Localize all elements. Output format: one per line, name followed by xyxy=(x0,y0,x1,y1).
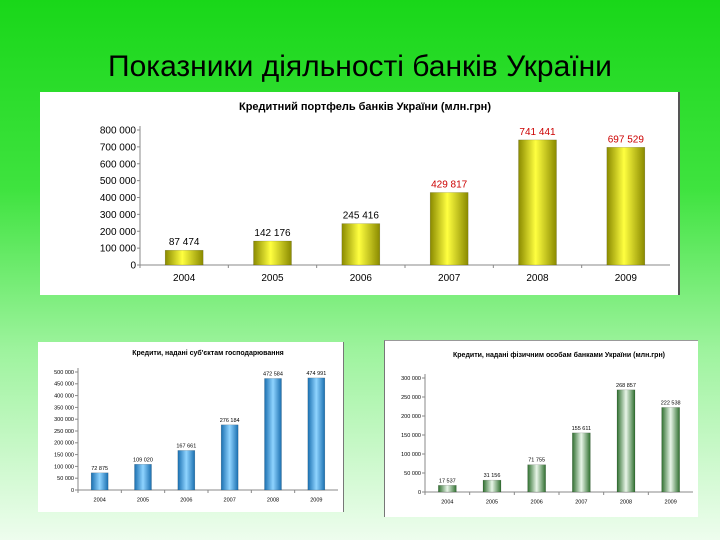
category-label: 2009 xyxy=(615,273,638,284)
data-label: 472 584 xyxy=(263,371,283,377)
data-label: 474 991 xyxy=(306,371,326,377)
data-label: 87 474 xyxy=(169,237,200,248)
data-label: 245 416 xyxy=(343,211,380,222)
category-label: 2004 xyxy=(94,498,106,504)
category-label: 2006 xyxy=(180,498,192,504)
bar xyxy=(307,377,326,491)
bar xyxy=(90,472,109,491)
bar xyxy=(429,192,469,266)
data-label: 17 537 xyxy=(439,478,456,484)
data-label: 167 661 xyxy=(176,443,196,449)
y-tick-label: 300 000 xyxy=(54,417,74,423)
bar xyxy=(264,378,282,491)
y-tick-label: 250 000 xyxy=(401,395,421,401)
y-tick-label: 50 000 xyxy=(57,476,74,482)
data-label: 222 538 xyxy=(661,400,681,406)
category-label: 2007 xyxy=(224,498,236,504)
chart-title: Кредити, надані фізичним особам банками … xyxy=(453,351,665,359)
data-label: 142 176 xyxy=(254,228,291,239)
right-chart-panel: Кредити, надані фізичним особам банками … xyxy=(384,340,698,517)
category-label: 2005 xyxy=(486,500,498,506)
category-label: 2008 xyxy=(526,273,549,284)
y-tick-label: 0 xyxy=(418,490,421,496)
category-label: 2006 xyxy=(531,500,543,506)
data-label: 697 529 xyxy=(608,134,645,145)
category-label: 2005 xyxy=(137,498,149,504)
data-label: 741 441 xyxy=(519,127,556,138)
bar xyxy=(220,424,239,491)
data-label: 268 857 xyxy=(616,383,636,389)
data-label: 429 817 xyxy=(431,179,468,190)
y-tick-label: 50 000 xyxy=(404,471,421,477)
bar xyxy=(177,450,196,491)
y-tick-label: 0 xyxy=(130,261,136,272)
slide-title: Показники діяльності банків України xyxy=(108,50,612,83)
bar xyxy=(164,249,204,266)
y-tick-label: 200 000 xyxy=(100,227,137,238)
y-tick-label: 500 000 xyxy=(54,370,74,376)
bar xyxy=(527,464,546,493)
y-tick-label: 400 000 xyxy=(54,394,74,400)
y-tick-label: 100 000 xyxy=(100,244,137,255)
bar xyxy=(572,432,591,493)
bar xyxy=(616,389,636,493)
bar xyxy=(341,223,381,266)
category-label: 2009 xyxy=(665,500,677,506)
category-label: 2004 xyxy=(173,273,196,284)
y-tick-label: 350 000 xyxy=(54,405,74,411)
chart-title: Кредити, надані суб'єктам господарювання xyxy=(132,349,284,357)
bar xyxy=(606,147,646,266)
category-label: 2009 xyxy=(310,498,322,504)
data-label: 31 156 xyxy=(484,473,501,479)
y-tick-label: 800 000 xyxy=(100,126,137,137)
business-credits-chart: Кредити, надані суб'єктам господарювання… xyxy=(54,349,338,504)
y-tick-label: 100 000 xyxy=(401,452,421,458)
category-label: 2008 xyxy=(620,500,632,506)
main-chart-panel: Кредитний портфель банків України (млн.г… xyxy=(40,92,680,295)
y-tick-label: 300 000 xyxy=(100,210,137,221)
y-tick-label: 200 000 xyxy=(54,441,74,447)
y-tick-label: 400 000 xyxy=(100,193,137,204)
data-label: 155 611 xyxy=(572,426,591,432)
y-tick-label: 150 000 xyxy=(401,433,421,439)
y-tick-label: 450 000 xyxy=(54,382,74,388)
chart-title: Кредитний портфель банків України (млн.г… xyxy=(239,101,491,113)
y-tick-label: 500 000 xyxy=(100,176,137,187)
bar xyxy=(482,479,502,493)
main-credit-portfolio-chart: Кредитний портфель банків України (млн.г… xyxy=(100,101,670,284)
category-label: 2007 xyxy=(575,500,587,506)
bar xyxy=(134,464,152,491)
bar xyxy=(661,407,680,493)
category-label: 2006 xyxy=(350,273,373,284)
category-label: 2008 xyxy=(267,498,279,504)
bar xyxy=(438,485,457,493)
individual-credits-chart: Кредити, надані фізичним особам банками … xyxy=(401,351,693,506)
bar xyxy=(518,139,557,266)
y-tick-label: 200 000 xyxy=(401,414,421,420)
category-label: 2007 xyxy=(438,273,461,284)
data-label: 109 020 xyxy=(133,457,153,463)
left-chart-panel: Кредити, надані суб'єктам господарювання… xyxy=(38,342,344,512)
bar xyxy=(253,240,292,266)
y-tick-label: 0 xyxy=(71,488,74,494)
y-tick-label: 250 000 xyxy=(54,429,74,435)
category-label: 2005 xyxy=(261,273,284,284)
y-tick-label: 600 000 xyxy=(100,159,137,170)
data-label: 276 184 xyxy=(220,418,240,424)
category-label: 2004 xyxy=(441,500,453,506)
data-label: 71 755 xyxy=(528,458,545,464)
y-tick-label: 300 000 xyxy=(401,376,421,382)
y-tick-label: 100 000 xyxy=(54,464,74,470)
data-label: 72 875 xyxy=(91,466,108,472)
y-tick-label: 150 000 xyxy=(54,453,74,459)
y-tick-label: 700 000 xyxy=(100,142,137,153)
